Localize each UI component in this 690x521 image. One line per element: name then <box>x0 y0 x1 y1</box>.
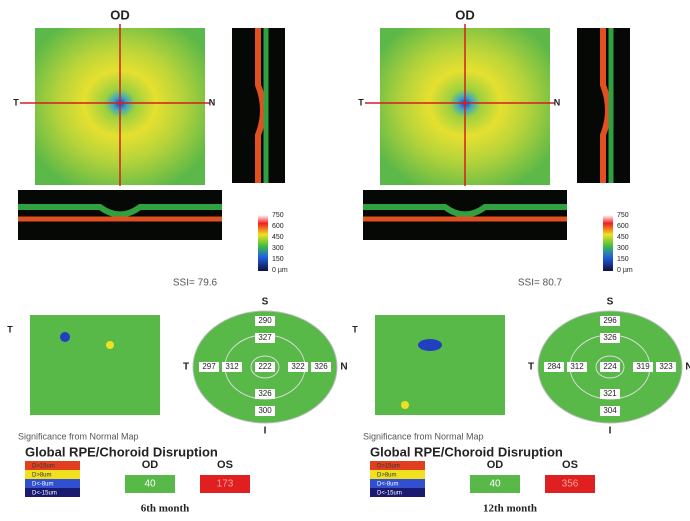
deviation-spot <box>60 332 70 342</box>
color-bar-label: 750 <box>617 212 629 219</box>
color-bar-label: 450 <box>272 234 284 241</box>
etdrs-value: 323 <box>659 362 673 371</box>
color-bar-label: 600 <box>272 223 284 230</box>
legend-label: D<-15um <box>377 491 402 497</box>
color-bar <box>603 215 613 271</box>
figure: OD T N 750 600 450 300 150 0 µm SSI= 79.6 T S I N T 290… <box>0 0 690 516</box>
legend-label: D<-8um <box>377 482 399 488</box>
ssi-label: SSI= 80.7 <box>518 278 563 289</box>
color-bar-label: 0 µm <box>272 267 288 274</box>
os-label: OS <box>562 459 578 471</box>
os-value: 356 <box>562 479 579 490</box>
deviation-spot <box>401 401 409 409</box>
panel: OD T N 750 600 450 300 150 0 µm SSI= 80.7 T S I N T 296… <box>352 7 690 514</box>
deviation-spot <box>106 341 114 349</box>
eye-label: OD <box>110 7 130 22</box>
deviation-spot <box>418 339 442 351</box>
nasal-label: N <box>685 362 690 373</box>
significance-caption: Significance from Normal Map <box>363 431 484 441</box>
color-bar-label: 750 <box>272 212 284 219</box>
ssi-label: SSI= 79.6 <box>173 278 218 289</box>
etdrs-value: 322 <box>291 362 305 371</box>
panel: OD T N 750 600 450 300 150 0 µm SSI= 79.6 T S I N T 290… <box>7 7 347 514</box>
eye-label: OD <box>455 7 475 22</box>
etdrs-value: 326 <box>314 362 328 371</box>
etdrs-value: 312 <box>225 362 239 371</box>
od-value: 40 <box>144 479 156 490</box>
temporal-label: T <box>352 324 358 334</box>
etdrs-value: 321 <box>603 389 617 398</box>
etdrs-value: 284 <box>547 362 561 371</box>
temporal-label: T <box>183 362 189 373</box>
etdrs-value: 224 <box>603 362 617 371</box>
temporal-label: T <box>13 97 19 107</box>
figure-caption: 6th month <box>141 503 190 515</box>
etdrs-value: 312 <box>570 362 584 371</box>
color-bar-label: 300 <box>617 245 629 252</box>
disruption-title: Global RPE/Choroid Disruption <box>25 444 218 459</box>
etdrs-value: 319 <box>636 362 650 371</box>
superior-label: S <box>607 297 614 308</box>
legend-label: D>8um <box>377 473 397 479</box>
nasal-label: N <box>554 97 561 107</box>
color-bar-label: 150 <box>272 256 284 263</box>
nasal-label: N <box>340 362 347 373</box>
etdrs-value: 326 <box>258 389 272 398</box>
etdrs-value: 326 <box>603 333 617 342</box>
figure-caption: 12th month <box>483 503 537 515</box>
legend-label: D<-8um <box>32 482 54 488</box>
legend-label: D>8um <box>32 473 52 479</box>
etdrs-value: 297 <box>202 362 216 371</box>
inferior-label: I <box>264 426 267 437</box>
inferior-label: I <box>609 426 612 437</box>
etdrs-value: 327 <box>258 333 272 342</box>
temporal-label: T <box>528 362 534 373</box>
od-label: OD <box>142 459 159 471</box>
color-bar-label: 300 <box>272 245 284 252</box>
color-bar <box>258 215 268 271</box>
temporal-label: T <box>358 97 364 107</box>
color-bar-label: 600 <box>617 223 629 230</box>
temporal-label: T <box>7 324 13 334</box>
nasal-label: N <box>209 97 216 107</box>
etdrs-value: 304 <box>603 406 617 415</box>
significance-map <box>375 315 505 415</box>
etdrs-value: 222 <box>258 362 272 371</box>
etdrs-value: 290 <box>258 316 272 325</box>
os-label: OS <box>217 459 233 471</box>
significance-caption: Significance from Normal Map <box>18 431 139 441</box>
od-label: OD <box>487 459 504 471</box>
legend-label: D<-15um <box>32 491 57 497</box>
superior-label: S <box>262 297 269 308</box>
color-bar-label: 150 <box>617 256 629 263</box>
legend-label: D>15um <box>32 464 55 470</box>
etdrs-value: 296 <box>603 316 617 325</box>
etdrs-value: 300 <box>258 406 272 415</box>
legend-label: D>15um <box>377 464 400 470</box>
od-value: 40 <box>489 479 501 490</box>
color-bar-label: 450 <box>617 234 629 241</box>
disruption-title: Global RPE/Choroid Disruption <box>370 444 563 459</box>
significance-map <box>30 315 160 415</box>
os-value: 173 <box>217 479 234 490</box>
color-bar-label: 0 µm <box>617 267 633 274</box>
